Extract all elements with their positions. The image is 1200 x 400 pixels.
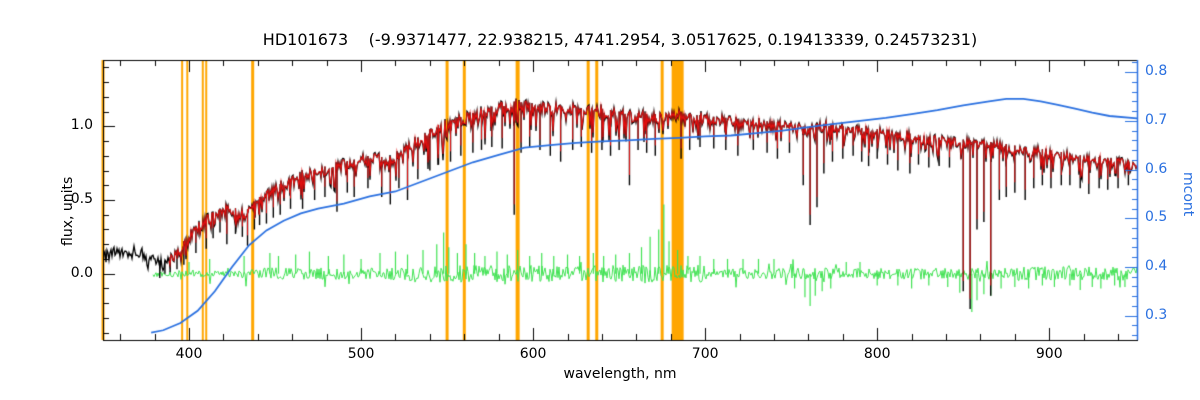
x-tick-label: 400 — [175, 346, 203, 362]
x-tick-label: 900 — [1035, 346, 1063, 362]
x-axis-label: wavelength, nm — [563, 366, 677, 382]
y-right-tick-label: 0.6 — [1145, 160, 1168, 177]
y-right-tick-label: 0.7 — [1145, 111, 1168, 128]
y-left-tick-label: 0.0 — [70, 264, 93, 281]
x-tick-label: 500 — [347, 346, 375, 362]
plot-title: HD101673 (-9.9371477, 22.938215, 4741.29… — [262, 30, 978, 49]
y-axis-label-left: flux, units — [60, 176, 76, 246]
y-left-tick-label: 1.0 — [70, 117, 93, 134]
y-right-tick-label: 0.5 — [1145, 209, 1168, 226]
y-right-tick-label: 0.8 — [1145, 63, 1168, 80]
y-right-tick-label: 0.3 — [1145, 306, 1168, 323]
x-tick-label: 800 — [863, 346, 891, 362]
x-tick-label: 600 — [519, 346, 547, 362]
y-right-tick-label: 0.4 — [1145, 257, 1168, 274]
x-tick-label: 700 — [691, 346, 719, 362]
y-left-tick-label: 0.5 — [70, 191, 93, 207]
